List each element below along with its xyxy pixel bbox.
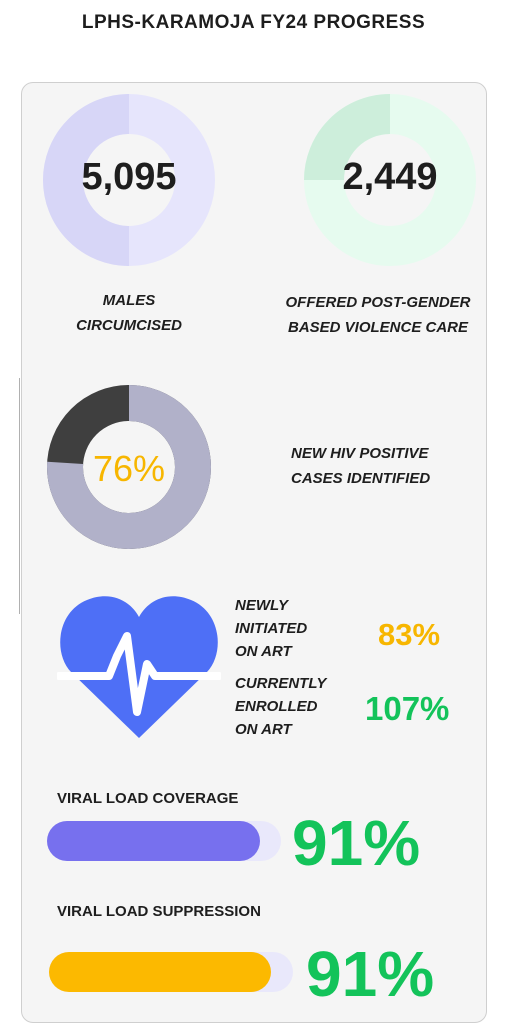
currently-enrolled-label: CURRENTLY ENROLLED ON ART bbox=[235, 672, 326, 741]
gbv-label-line2: BASED VIOLENCE CARE bbox=[287, 319, 469, 336]
viral-load-coverage-value: 91% bbox=[292, 807, 421, 879]
hiv-label-line2: CASES IDENTIFIED bbox=[291, 470, 431, 487]
hiv-positive-value: 76% bbox=[92, 448, 166, 489]
newly-initiated-label: NEWLY INITIATED ON ART bbox=[235, 594, 307, 663]
pulse-line bbox=[57, 632, 221, 716]
gbv-care-donut bbox=[304, 94, 476, 266]
viral-load-suppression-bar bbox=[49, 952, 272, 992]
enrolled-line3: ON ART bbox=[235, 721, 292, 738]
males-circumcised-value: 5,095 bbox=[81, 156, 177, 198]
newly-initiated-value: 83% bbox=[378, 617, 441, 652]
viral-load-coverage-label: VIRAL LOAD COVERAGE bbox=[57, 790, 239, 807]
enrolled-line1: CURRENTLY bbox=[235, 675, 327, 692]
newly-line3: ON ART bbox=[235, 643, 292, 660]
enrolled-line2: ENROLLED bbox=[235, 698, 318, 715]
gbv-care-label: OFFERED POST-GENDER BASED VIOLENCE CARE bbox=[270, 290, 486, 340]
gbv-care-value: 2,449 bbox=[342, 156, 438, 198]
hiv-ring-progress bbox=[47, 385, 211, 549]
gbv-label-line1: OFFERED POST-GENDER bbox=[285, 294, 471, 311]
viral-load-suppression-value: 91% bbox=[306, 938, 435, 1010]
newly-line2: INITIATED bbox=[235, 620, 308, 637]
viral-load-coverage-bar bbox=[47, 821, 260, 861]
currently-enrolled-value: 107% bbox=[365, 690, 450, 727]
hiv-label-line1: NEW HIV POSITIVE bbox=[291, 445, 429, 462]
males-label-line1: MALES bbox=[102, 292, 156, 309]
males-ring-shade bbox=[43, 94, 130, 266]
viral-load-suppression-track bbox=[49, 952, 293, 992]
viral-load-coverage-track bbox=[47, 821, 281, 861]
page-title: LPHS-KARAMOJA FY24 PROGRESS bbox=[81, 12, 426, 33]
newly-line1: NEWLY bbox=[235, 597, 289, 614]
males-circumcised-donut bbox=[43, 94, 215, 266]
hiv-positive-donut bbox=[47, 385, 211, 549]
viral-load-suppression-label: VIRAL LOAD SUPPRESSION bbox=[57, 903, 261, 920]
heart-pulse-icon bbox=[57, 596, 221, 738]
heart-shape bbox=[60, 596, 218, 738]
gbv-ring-shade bbox=[304, 94, 391, 181]
hiv-positive-label: NEW HIV POSITIVE CASES IDENTIFIED bbox=[291, 441, 468, 491]
divider-line bbox=[19, 378, 20, 614]
males-label-line2: CIRCUMCISED bbox=[76, 317, 182, 334]
males-circumcised-label: MALES CIRCUMCISED bbox=[41, 288, 217, 338]
